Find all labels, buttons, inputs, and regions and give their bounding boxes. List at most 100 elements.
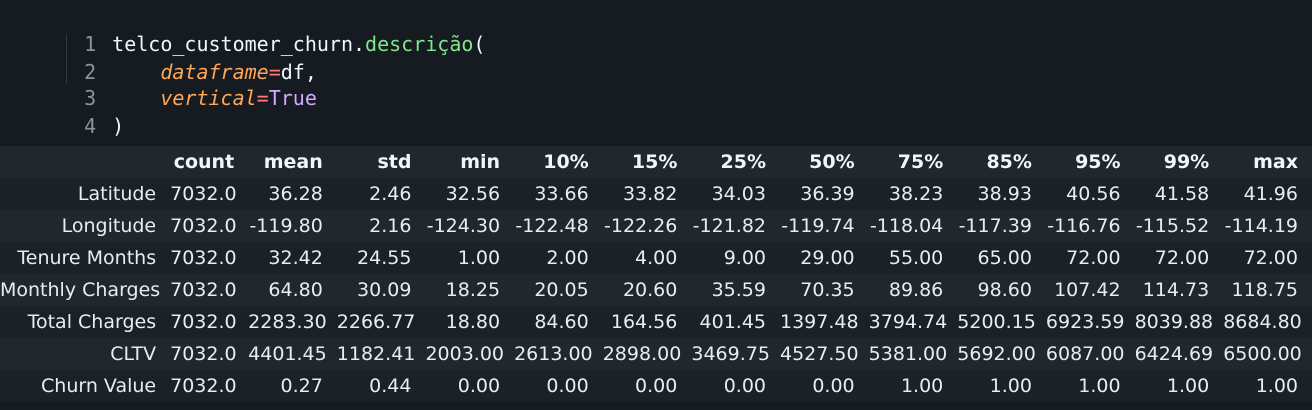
equals-operator: = <box>268 60 281 84</box>
table-cell: 2898.00 <box>602 343 682 365</box>
line-number: 3 <box>84 86 97 110</box>
table-cell: 65.00 <box>977 247 1032 269</box>
table-cell: 0.44 <box>369 375 412 397</box>
table-cell: 41.58 <box>1154 183 1210 205</box>
table-cell: 38.23 <box>888 183 944 205</box>
table-cell: 2.00 <box>546 247 589 269</box>
table-cell: 20.60 <box>622 279 678 301</box>
table-cell: 32.56 <box>445 183 501 205</box>
table-cell: 0.00 <box>546 375 589 397</box>
table-cell: 3794.74 <box>868 311 948 333</box>
param-value: df <box>280 60 305 84</box>
table-cell: 35.59 <box>711 279 766 301</box>
table-row: Latitude 7032.0 36.28 2.46 32.56 33.66 33.82 34… <box>0 178 1312 210</box>
row-label: Churn Value <box>41 375 157 397</box>
table-cell: 164.56 <box>610 311 678 333</box>
table-cell: 2266.77 <box>336 311 416 333</box>
column-header: 25% <box>720 151 766 173</box>
table-cell: 5200.15 <box>957 311 1036 333</box>
table-cell: 72.00 <box>1243 247 1298 269</box>
output-area: count mean std min 10% 15% 25% 50% 75% 85% 95% 99% m… <box>0 146 1312 402</box>
row-label: Tenure Months <box>17 247 157 269</box>
table-cell: -124.30 <box>426 215 501 237</box>
code-line-2: 2 dataframe=df, <box>0 30 317 84</box>
table-cell: 18.80 <box>445 311 501 333</box>
table-cell: -121.82 <box>692 215 766 237</box>
table-cell: -122.26 <box>604 215 678 237</box>
row-label: Latitude <box>77 183 157 205</box>
table-cell: 118.75 <box>1231 279 1298 301</box>
table-cell: 72.00 <box>1066 247 1121 269</box>
dot-operator: . <box>353 32 366 56</box>
table-cell: 1.00 <box>1255 375 1298 397</box>
table-cell: -122.48 <box>515 215 589 237</box>
table-cell: 0.00 <box>812 375 855 397</box>
table-cell: 55.00 <box>888 247 944 269</box>
table-row: Total Charges 7032.0 2283.30 2266.77 18.80 84… <box>0 306 1312 338</box>
table-row: Churn Value 7032.0 0.27 0.44 0.00 0.00 0.00 0.0… <box>0 370 1312 402</box>
column-header: mean <box>263 151 323 173</box>
table-cell: 32.42 <box>268 247 323 269</box>
table-cell: 5381.00 <box>868 343 948 365</box>
table-cell: 4401.45 <box>248 343 327 365</box>
table-cell: 1.00 <box>1166 375 1210 397</box>
table-cell: 18.25 <box>445 279 501 301</box>
param-vertical: vertical <box>160 86 257 110</box>
open-paren: ( <box>473 32 486 56</box>
table-cell: 2.46 <box>369 183 412 205</box>
column-header: 85% <box>986 151 1032 173</box>
table-cell: 84.60 <box>534 311 589 333</box>
code-cell[interactable]: 1 telco_customer_churn.descrição( 2 dataf… <box>0 0 1312 138</box>
table-cell: 34.03 <box>711 183 766 205</box>
column-header: 10% <box>543 151 589 173</box>
column-header: 15% <box>631 151 678 173</box>
table-cell: 4.00 <box>635 247 678 269</box>
table-cell: 2283.30 <box>248 311 327 333</box>
table-cell: 38.93 <box>977 183 1032 205</box>
table-cell: -116.76 <box>1047 215 1121 237</box>
table-cell: 89.86 <box>888 279 944 301</box>
table-cell: 8684.80 <box>1223 311 1302 333</box>
line-number: 2 <box>84 60 97 84</box>
table-cell: 33.82 <box>622 183 678 205</box>
table-cell: 7032.0 <box>170 279 237 301</box>
table-cell: 0.00 <box>635 375 678 397</box>
table-cell: 1397.48 <box>780 311 859 333</box>
describe-table: count mean std min 10% 15% 25% 50% 75% 85% 95% 99% m… <box>0 146 1312 402</box>
table-cell: -115.52 <box>1135 215 1210 237</box>
index-header <box>0 146 170 178</box>
table-cell: 401.45 <box>699 311 766 333</box>
table-cell: 7032.0 <box>170 343 237 365</box>
table-cell: 2613.00 <box>514 343 593 365</box>
table-cell: 7032.0 <box>170 247 237 269</box>
object-name: telco_customer_churn <box>112 32 353 56</box>
code-line-3: 3 vertical=True <box>0 56 317 110</box>
table-cell: -119.80 <box>249 215 323 237</box>
table-cell: 3469.75 <box>691 343 770 365</box>
table-cell: 6424.69 <box>1134 343 1214 365</box>
table-cell: 114.73 <box>1142 279 1210 301</box>
table-cell: 6500.00 <box>1223 343 1302 365</box>
table-cell: 7032.0 <box>170 215 237 237</box>
table-cell: 1.00 <box>1078 375 1121 397</box>
close-paren: ) <box>112 114 125 138</box>
table-cell: 107.42 <box>1054 279 1121 301</box>
table-cell: 20.05 <box>534 279 589 301</box>
table-cell: 36.39 <box>800 183 855 205</box>
row-label: Longitude <box>61 215 157 237</box>
table-cell: 7032.0 <box>170 311 237 333</box>
table-cell: 0.27 <box>280 375 323 397</box>
column-header: 50% <box>809 151 855 173</box>
table-cell: 33.66 <box>534 183 589 205</box>
table-cell: 70.35 <box>800 279 855 301</box>
table-cell: 7032.0 <box>170 375 237 397</box>
line-number: 1 <box>84 32 97 56</box>
table-cell: 7032.0 <box>170 183 237 205</box>
line-number: 4 <box>84 114 97 138</box>
table-cell: 9.00 <box>723 247 766 269</box>
code-line-1: 1 telco_customer_churn.descrição( <box>0 2 485 56</box>
indent-guide <box>66 34 67 84</box>
column-header: std <box>377 151 412 173</box>
column-header: max <box>1253 151 1298 173</box>
table-cell: -117.39 <box>958 215 1032 237</box>
